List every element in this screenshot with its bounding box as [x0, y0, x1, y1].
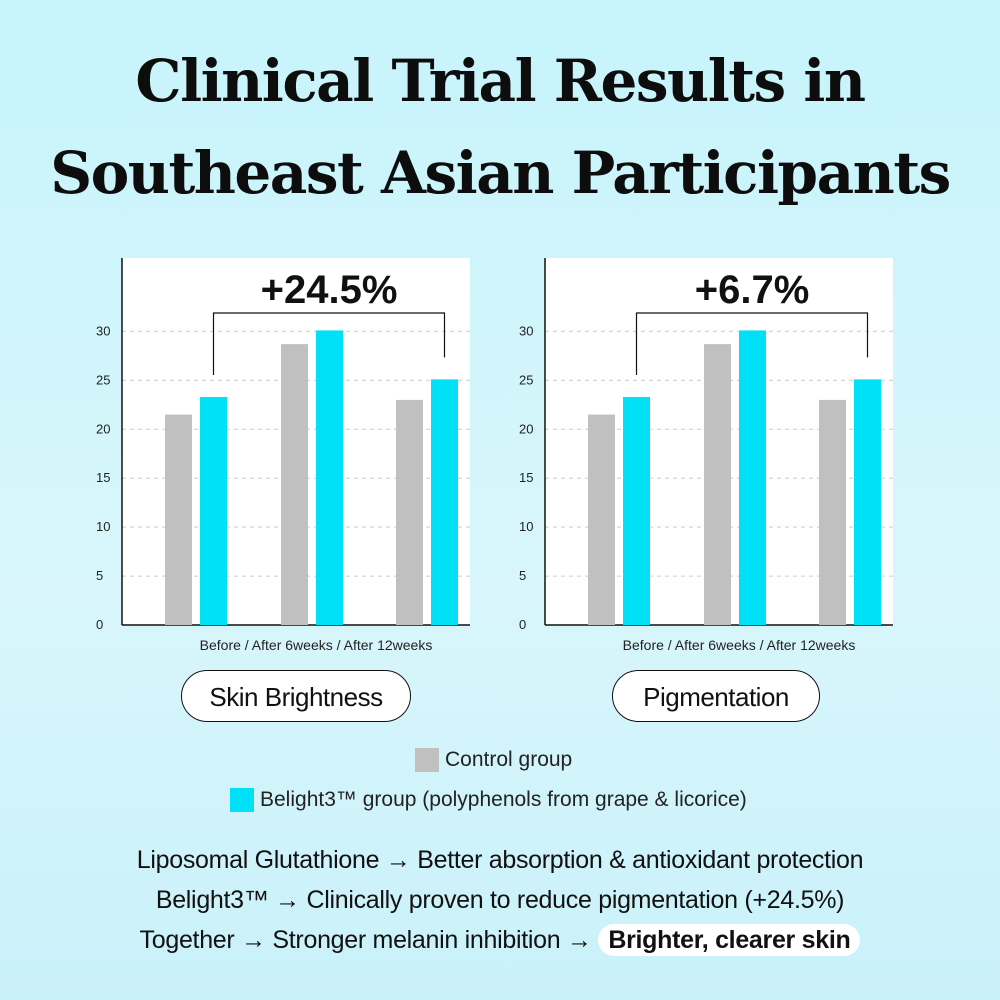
- pigmentation-chart: 0 5 10 15 20 25 30 +6.7% Before / After 6weeks /…: [519, 258, 893, 653]
- comparison-bracket: [635, 312, 869, 375]
- y-tick-label: 25: [519, 372, 533, 387]
- summary-line-3-prefix: Together → Stronger melanin inhibition →: [139, 926, 599, 954]
- skin-brightness-chart: 0 5 10 15 20 25 30 +24.5% Before / After 6weeks …: [96, 258, 470, 653]
- x-axis-label: Before / After 6weeks / After 12weeks: [623, 637, 856, 653]
- control-bar: [281, 344, 308, 625]
- summary-line-2: Belight3™ → Clinically proven to reduce …: [155, 886, 845, 914]
- belight-bar: [316, 330, 343, 625]
- annotation-label: +24.5%: [261, 268, 398, 312]
- y-tick-label: 15: [96, 470, 110, 485]
- y-tick-label: 0: [96, 617, 103, 632]
- y-tick-label: 10: [519, 519, 533, 534]
- belight-swatch: [230, 788, 254, 812]
- summary-highlight: Brighter, clearer skin: [598, 924, 861, 956]
- summary-line-1: Liposomal Glutathione → Better absorptio…: [136, 846, 864, 874]
- legend-control-label: Control group: [445, 748, 573, 771]
- legend-control: Control group: [415, 746, 572, 774]
- y-tick-label: 5: [96, 568, 103, 583]
- belight-bar: [200, 396, 227, 625]
- y-tick-label: 20: [519, 421, 533, 436]
- y-tick-label: 20: [96, 421, 110, 436]
- y-tick-label: 10: [96, 519, 110, 534]
- control-swatch: [415, 748, 439, 772]
- x-axis-label: Before / After 6weeks / After 12weeks: [200, 637, 433, 653]
- control-bar: [396, 399, 423, 625]
- belight-bar: [854, 379, 881, 625]
- control-bar: [165, 414, 192, 625]
- page-title-line-1: Clinical Trial Results in: [135, 47, 866, 115]
- y-tick-label: 0: [519, 617, 526, 632]
- legend-belight: Belight3™ group (polyphenols from grape …: [230, 786, 747, 814]
- pigmentation-label: Pigmentation: [612, 670, 820, 722]
- annotation-label: +6.7%: [695, 268, 810, 312]
- control-bar: [588, 414, 615, 625]
- control-bar: [819, 399, 846, 625]
- comparison-bracket: [212, 312, 446, 375]
- belight-bar: [739, 330, 766, 625]
- skin-brightness-label: Skin Brightness: [181, 670, 411, 722]
- summary-line-3: Together → Stronger melanin inhibition →…: [0, 920, 1000, 960]
- page-title-line-2: Southeast Asian Participants: [50, 139, 951, 207]
- y-tick-label: 15: [519, 470, 533, 485]
- y-tick-label: 30: [519, 323, 533, 338]
- belight-bar: [623, 396, 650, 625]
- legend-belight-label: Belight3™ group (polyphenols from grape …: [260, 788, 747, 811]
- y-tick-label: 5: [519, 568, 526, 583]
- y-tick-label: 30: [96, 323, 110, 338]
- belight-bar: [431, 379, 458, 625]
- y-tick-label: 25: [96, 372, 110, 387]
- control-bar: [704, 344, 731, 625]
